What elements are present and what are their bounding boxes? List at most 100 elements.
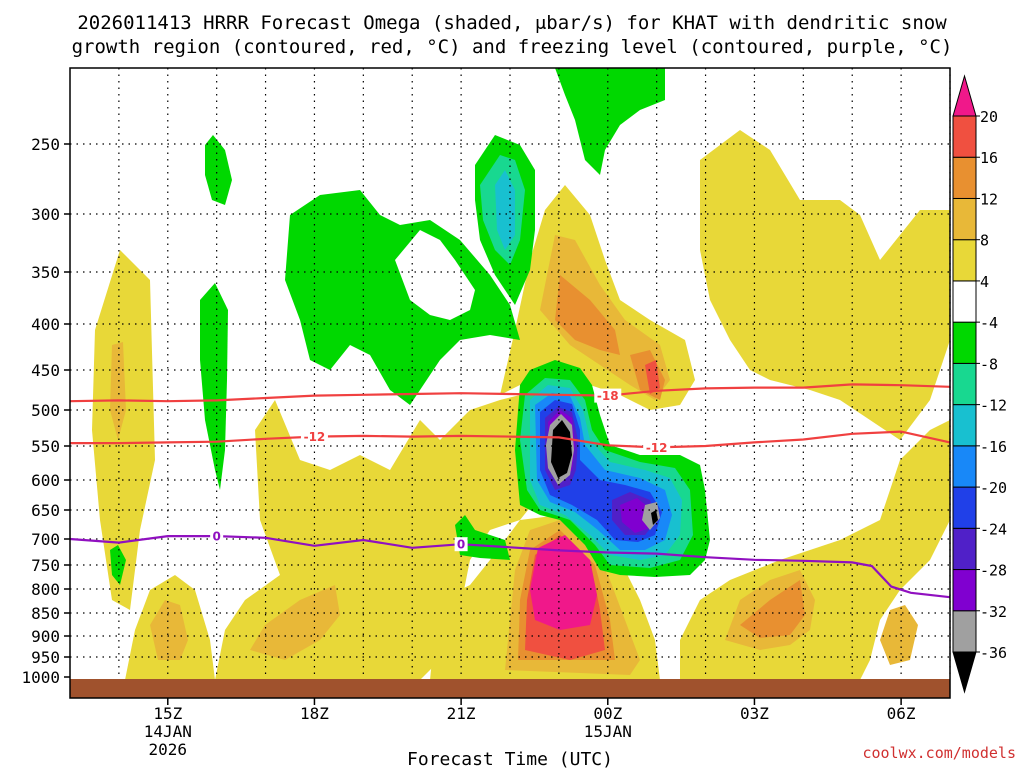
colorbar-band [952,486,977,529]
colorbar-label: 8 [980,232,989,250]
colorbar-band [952,527,977,571]
colorbar-band [952,321,977,364]
omega-pos-left-column-core [110,342,126,440]
contour-line [69,383,951,403]
colorbar-label: -36 [980,644,1007,662]
y-tick-label: 250 [31,135,60,154]
colorbar-label: 4 [980,273,989,291]
colorbar-label: -32 [980,603,1007,621]
colorbar-band [952,362,977,406]
omega-neg-small-drop [455,515,510,560]
colorbar-label: 16 [980,149,998,167]
y-tick-label: 700 [31,530,60,549]
x-tick-label: 00Z [593,704,622,723]
omega-pos-far-right [880,605,918,665]
contour-lines: -18 -12 -12 0 0 [69,383,951,599]
colorbar: 20 16 12 8 4 -4 -8 -12 -16 -20 -24 -28 -32 -36 [952,74,1007,694]
contour-line [69,535,951,599]
colorbar-top-arrow [952,74,977,117]
y-axis-ticks: 250 300 350 400 450 500 550 600 650 700 750 800 850 9… [21,135,70,687]
omega-pos-lowlevel-center-max [530,535,597,630]
colorbar-band [952,197,977,241]
omega-pos-left-column [92,250,155,610]
contour-label-bg [643,440,671,455]
omega-neg-top-green [555,68,665,175]
contour-label: 0 [212,530,220,544]
omega-pos-right-lower-core [740,580,805,638]
y-tick-label: 600 [31,471,60,490]
omega-shading [70,68,950,698]
y-tick-label: 300 [31,205,60,224]
colorbar-label: -16 [980,438,1007,456]
contour-label-bg [454,537,468,552]
colorbar-label: -8 [980,355,998,373]
omega-pos-lowlevel-left-core [150,600,188,660]
colorbar-band [952,404,977,447]
colorbar-band [952,115,977,158]
omega-neg-main-purple2 [620,498,652,533]
y-tick-label: 950 [31,648,60,667]
y-tick-label: 800 [31,580,60,599]
x-tick-label: 03Z [740,704,769,723]
colorbar-bottom-arrow [952,651,977,694]
omega-neg-left-green-drop [110,545,126,585]
y-tick-label: 550 [31,437,60,456]
colorbar-band [952,156,977,199]
colorbar-label: -12 [980,397,1007,415]
colorbar-band [952,280,977,323]
x-tick-label: 18Z [300,704,329,723]
x-tick-label: 06Z [887,704,916,723]
y-tick-label: 350 [31,263,60,282]
omega-neg-main-black2 [651,510,658,525]
colorbar-label: -20 [980,479,1007,497]
omega-neg-upper-teal-core [495,170,515,250]
colorbar-label: 12 [980,190,998,208]
contour-label-bg [210,529,224,544]
colorbar-label: -24 [980,520,1007,538]
y-tick-label: 400 [31,315,60,334]
colorbar-band [952,445,977,488]
contour-label: -18 [597,389,619,403]
omega-neg-small-green [205,135,232,205]
omega-neg-main-gray2 [642,502,660,530]
y-tick-label: 450 [31,361,60,380]
credit-text: coolwx.com/models [862,744,1016,762]
y-tick-label: 850 [31,604,60,623]
contour-label: -12 [646,441,668,455]
colorbar-label: -28 [980,562,1007,580]
colorbar-label: -4 [980,314,998,332]
omega-neg-center-green-hole [395,230,475,320]
gridlines [70,68,951,678]
contour-label: 0 [457,538,465,552]
y-tick-label: 750 [31,556,60,575]
y-tick-label: 900 [31,627,60,646]
contour-label: -12 [304,430,326,444]
colorbar-label: 20 [980,108,998,126]
x-tick-label: 21Z [447,704,476,723]
x-tick-date: 14JAN [144,722,192,741]
x-axis-label: Forecast Time (UTC) [407,749,613,768]
ground-strip [70,679,950,698]
colorbar-band [952,610,977,653]
chart-title-line1: 2026011413 HRRR Forecast Omega (shaded, … [77,12,947,34]
omega-pos-right-upper [700,130,950,440]
omega-pos-center-left-core [250,585,340,660]
omega-pos-upper-center-core [555,275,620,355]
plot-frame [69,67,951,699]
y-tick-label: 1000 [21,668,60,687]
chart-title-line2: growth region (contoured, red, °C) and f… [72,36,953,58]
contour-label-bg [300,429,328,444]
y-tick-label: 500 [31,401,60,420]
x-tick-year: 2026 [149,740,188,759]
contour-label-bg [594,388,622,403]
y-tick-label: 650 [31,501,60,520]
colorbar-band [952,239,977,282]
x-tick-label: 15Z [153,704,182,723]
omega-neg-left-green-column [200,283,228,490]
colorbar-band [952,569,977,612]
omega-neg-main-black [551,420,572,478]
x-tick-date: 15JAN [584,722,632,741]
contour-line [70,430,951,449]
